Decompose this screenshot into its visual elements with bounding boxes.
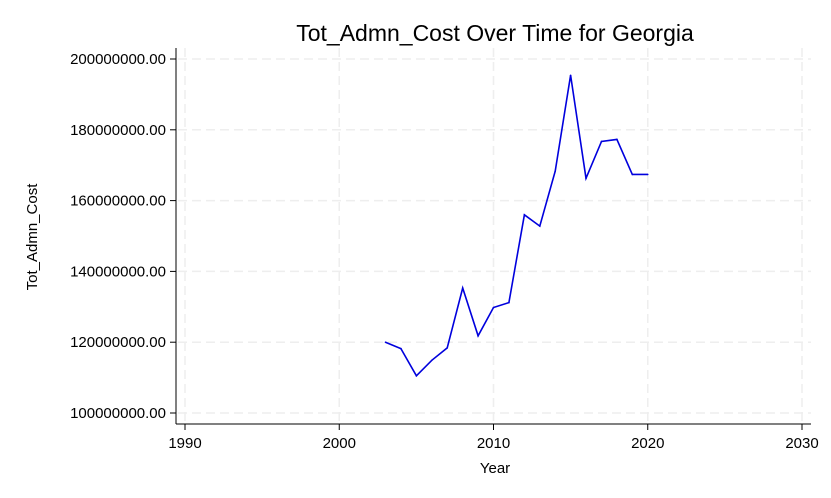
data-point xyxy=(461,287,464,289)
y-tick-label: 120000000.00 xyxy=(70,334,166,351)
series-layer xyxy=(384,74,649,378)
x-tick-label: 1990 xyxy=(168,435,201,452)
x-tick-label: 2010 xyxy=(477,435,510,452)
data-point xyxy=(431,359,433,362)
x-axis-label: Year xyxy=(480,460,510,477)
data-point xyxy=(446,347,449,349)
chart-title: Tot_Admn_Cost Over Time for Georgia xyxy=(296,20,694,46)
gridlines xyxy=(178,48,811,422)
data-point xyxy=(508,301,510,304)
y-tick-label: 160000000.00 xyxy=(70,193,166,210)
data-point xyxy=(538,225,541,227)
tick-labels: 100000000.00 120000000.00 140000000.00 1600… xyxy=(70,51,819,452)
y-axis-label: Tot_Admn_Cost xyxy=(24,183,41,291)
data-point xyxy=(477,335,479,337)
x-tick-label: 2000 xyxy=(323,435,356,452)
y-tick-label: 200000000.00 xyxy=(70,51,166,68)
series-line xyxy=(385,75,648,378)
data-point xyxy=(523,213,526,216)
data-point xyxy=(400,347,402,350)
x-tick-label: 2020 xyxy=(631,435,664,452)
data-point xyxy=(631,173,634,176)
x-tick-label: 2030 xyxy=(785,435,818,452)
data-point xyxy=(415,375,418,377)
data-point xyxy=(616,138,618,141)
data-point xyxy=(585,177,587,180)
data-point xyxy=(554,170,556,173)
y-tick-label: 140000000.00 xyxy=(70,263,166,280)
data-point xyxy=(646,173,649,176)
data-point xyxy=(492,306,495,309)
y-tick-label: 180000000.00 xyxy=(70,122,166,139)
data-point xyxy=(600,140,603,143)
data-point xyxy=(384,341,387,344)
data-point xyxy=(569,74,572,77)
y-tick-label: 100000000.00 xyxy=(70,405,166,422)
